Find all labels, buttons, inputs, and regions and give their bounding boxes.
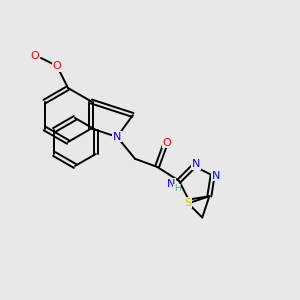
Text: H: H: [174, 184, 180, 193]
Text: S: S: [184, 198, 191, 208]
Text: N: N: [212, 170, 220, 181]
Text: N: N: [192, 159, 200, 169]
Text: O: O: [163, 138, 171, 148]
Text: N: N: [167, 179, 175, 189]
Text: O: O: [31, 51, 39, 61]
Text: N: N: [113, 132, 121, 142]
Text: O: O: [52, 61, 62, 71]
